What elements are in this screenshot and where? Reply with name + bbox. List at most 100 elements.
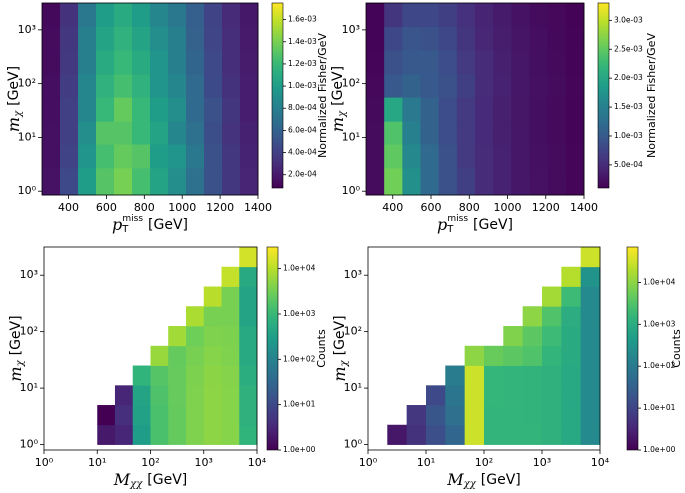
heatmap-cell [484, 385, 504, 406]
panel: 10⁰ 10¹ 10² 10³ 10⁴ 10⁰ 10¹ 10² 10³ Mχχ [GeV] mχ [Ge… [6, 246, 328, 490]
heatmap-cell [186, 121, 205, 145]
colorbar-tick-label: 1.2e-03 [288, 59, 317, 68]
heatmap-cell [96, 74, 115, 98]
heatmap-cell [203, 365, 222, 386]
heatmap-cell [387, 424, 408, 445]
heatmap-cell [547, 3, 567, 28]
heatmap-cell [168, 50, 187, 75]
heatmap-cell [168, 168, 187, 196]
heatmap-cell [222, 144, 241, 169]
heatmap-cell [114, 121, 133, 145]
heatmap-cell [97, 405, 116, 426]
heatmap-cell [426, 424, 446, 445]
heatmap-cell [114, 3, 133, 28]
heatmap-cell [580, 365, 601, 386]
heatmap-cell [484, 345, 504, 366]
heatmap-cell [42, 26, 61, 51]
heatmap-cell [464, 405, 485, 426]
heatmap-cell [185, 365, 205, 386]
x-tick-label: 400 [382, 201, 403, 214]
colorbar-tick-label: 1.0e+02 [643, 361, 676, 370]
heatmap-cell [420, 50, 440, 75]
y-axis-label: mχ [GeV] [330, 315, 350, 381]
heatmap-cell [511, 121, 530, 145]
heatmap-cell [114, 168, 133, 196]
heatmap-cell [493, 50, 512, 75]
heatmap-cell [222, 97, 241, 122]
x-tick-label: 10³ [533, 456, 551, 469]
heatmap-cell [580, 424, 601, 445]
y-tick-label: 10⁰ [18, 184, 37, 197]
x-tick-label: 1200 [532, 201, 560, 214]
heatmap-cell [150, 50, 169, 75]
heatmap-cell [42, 50, 61, 75]
heatmap-cell [475, 50, 494, 75]
heatmap-cell [522, 405, 543, 426]
heatmap-cell [204, 97, 223, 122]
heatmap-cell [204, 3, 223, 28]
heatmap-cell [580, 286, 601, 307]
heatmap-cell [96, 121, 115, 145]
heatmap-cell [239, 266, 258, 287]
heatmap-cell [561, 306, 582, 327]
heatmap-cell [493, 26, 512, 51]
heatmap-cell [529, 97, 549, 122]
colorbar-tick-label: 1.5e-03 [614, 102, 643, 111]
heatmap-cell [547, 97, 567, 122]
heatmap-cell [185, 424, 205, 445]
heatmap-cell [366, 168, 385, 196]
heatmap-cell [150, 365, 169, 386]
axis-symbol: M [113, 470, 131, 489]
heatmap-cell [186, 97, 205, 122]
heatmap-cell [239, 306, 258, 327]
heatmap-cell [185, 405, 205, 426]
heatmap-cell [522, 424, 543, 445]
colorbar-tick-label: 1.4e-03 [288, 37, 317, 46]
colorbar-tick-label: 2.0e-03 [614, 73, 643, 82]
colorbar-tick-label: 3.0e-03 [614, 15, 643, 24]
heatmap-cell [168, 424, 187, 445]
x-tick-label: 10⁰ [359, 456, 378, 469]
axis-symbol: p [437, 215, 447, 234]
heatmap-cell [529, 3, 549, 28]
heatmap-cell [426, 405, 446, 426]
axis-unit: [GeV] [332, 315, 348, 355]
heatmap-cell [542, 365, 562, 386]
heatmap-cell [464, 424, 485, 445]
heatmap-cell [239, 286, 258, 307]
heatmap-cell [168, 365, 187, 386]
heatmap-cell [78, 74, 97, 98]
heatmap-cell [240, 97, 259, 122]
heatmap-cell [420, 26, 440, 51]
heatmap-cell [150, 144, 169, 169]
heatmap-cell [445, 424, 466, 445]
heatmap-cell [542, 286, 562, 307]
x-tick-label: 1200 [206, 201, 234, 214]
heatmap-cell [522, 385, 543, 406]
heatmap-cell [222, 50, 241, 75]
heatmap-cell [522, 325, 543, 347]
y-tick-label: 10² [18, 77, 36, 90]
heatmap-cell [114, 405, 134, 426]
heatmap-cell [221, 286, 240, 307]
colorbar-tick-label: 1.0e+00 [283, 445, 316, 454]
heatmap-cell [511, 144, 530, 169]
heatmap-cell [456, 168, 476, 196]
axis-subscript: T [446, 224, 454, 235]
heatmap-cell [547, 144, 567, 169]
heatmap-cell [239, 405, 258, 426]
heatmap-cell [96, 144, 115, 169]
heatmap-cell [60, 50, 79, 75]
axis-superscript: miss [122, 214, 143, 224]
heatmap-cell [168, 97, 187, 122]
heatmap-cell [78, 97, 97, 122]
heatmap-cell [511, 3, 530, 28]
heatmap-cell [475, 97, 494, 122]
heatmap-cell [475, 121, 494, 145]
heatmap-cell [402, 144, 421, 169]
heatmap-cell [464, 385, 485, 406]
axis-unit: [GeV] [148, 217, 188, 233]
x-tick-label: 10⁴ [591, 456, 610, 469]
heatmap-cell [366, 50, 385, 75]
y-tick-label: 10² [20, 325, 38, 338]
